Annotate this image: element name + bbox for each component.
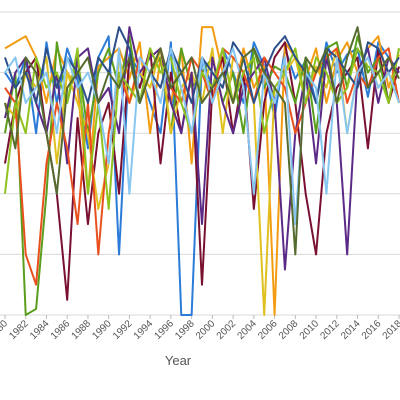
x-tick-label: 2014 [339,318,363,342]
series-line [4,26,400,256]
x-tick-label: 1984 [28,318,52,342]
x-tick-label: 1990 [90,318,114,342]
series-line [4,47,400,226]
x-tick-label: 2002 [215,318,239,342]
series-line [4,26,400,316]
x-tick-label: 2000 [194,318,218,342]
x-tick-label: 1994 [132,318,156,342]
x-tick-label: 2012 [318,318,342,342]
x-tick-label: 1996 [153,318,177,342]
x-tick-label: 2004 [235,318,259,342]
x-tick-label: 2018 [381,318,400,342]
x-tick-label: 1992 [111,318,135,342]
x-tick-label: 2010 [298,318,322,342]
x-tick-label: 1982 [7,318,31,342]
x-axis-label: Year [165,353,192,368]
x-tick-label: 1980 [0,318,10,342]
x-tick-label: 2016 [360,318,384,342]
x-tick-label: 1986 [49,318,73,342]
x-tick-label: 2006 [256,318,280,342]
x-tick-label: 1988 [70,318,94,342]
x-tick-label: 1998 [173,318,197,342]
x-tick-label: 2008 [277,318,301,342]
